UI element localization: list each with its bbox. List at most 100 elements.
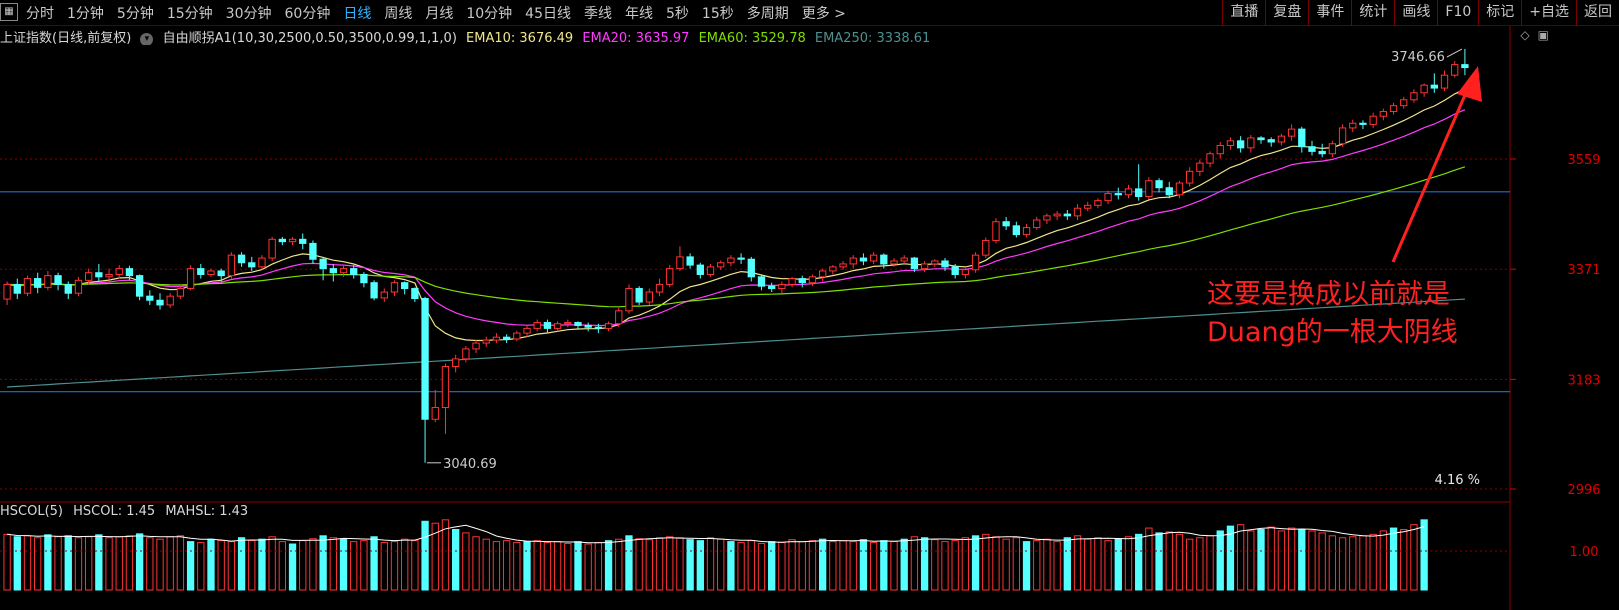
annotation-line-1: 这要是换成以前就是 bbox=[1207, 279, 1450, 310]
candle bbox=[1043, 213, 1051, 225]
candle bbox=[1247, 134, 1255, 153]
candle-body-up bbox=[553, 323, 562, 329]
candle bbox=[1257, 136, 1265, 144]
period-tab-0[interactable]: 分时 bbox=[26, 6, 54, 22]
candle-body-up bbox=[1389, 105, 1398, 113]
candle bbox=[931, 259, 939, 267]
candle-body-down bbox=[217, 270, 225, 277]
candle-body-up bbox=[1094, 200, 1102, 206]
toolbar-button-1[interactable]: 复盘 bbox=[1265, 0, 1308, 26]
candle-body-down bbox=[1257, 137, 1265, 141]
candle bbox=[462, 345, 470, 363]
period-tab-16[interactable]: 更多 > bbox=[801, 6, 846, 22]
period-tab-1[interactable]: 1分钟 bbox=[67, 6, 104, 22]
formula-label[interactable]: 自由顺拐A1(10,30,2500,0.50,3500,0.99,1,1,0) bbox=[162, 31, 457, 45]
period-tab-13[interactable]: 5秒 bbox=[665, 6, 689, 22]
candle bbox=[299, 233, 307, 250]
candle bbox=[1461, 49, 1469, 76]
candle bbox=[747, 256, 755, 282]
candle bbox=[666, 265, 674, 288]
candle bbox=[1389, 102, 1398, 115]
volume-bar bbox=[1308, 530, 1316, 591]
candle bbox=[1338, 124, 1347, 147]
indicator-legend: 上证指数(日线,前复权) ▾ 自由顺拐A1(10,30,2500,0.50,35… bbox=[0, 27, 1560, 45]
toolbar-button-5[interactable]: F10 bbox=[1437, 0, 1478, 26]
candle bbox=[197, 263, 205, 279]
sub-indicator-name[interactable]: HSCOL(5) bbox=[0, 504, 63, 519]
volume-bar bbox=[84, 536, 93, 591]
volume-bar bbox=[370, 536, 378, 591]
volume-bar bbox=[543, 542, 552, 591]
toolbar-button-7[interactable]: +自选 bbox=[1521, 0, 1576, 26]
candle bbox=[186, 265, 195, 291]
candle bbox=[360, 272, 368, 288]
period-tab-5[interactable]: 60分钟 bbox=[284, 6, 331, 22]
candle bbox=[971, 252, 980, 273]
candle bbox=[492, 333, 501, 344]
volume-bar bbox=[1114, 538, 1122, 591]
window-icon[interactable]: ▣ bbox=[1537, 28, 1549, 42]
volume-bar bbox=[778, 542, 786, 591]
period-tab-12[interactable]: 年线 bbox=[624, 6, 653, 22]
volume-bar bbox=[757, 543, 766, 591]
period-tab-3[interactable]: 15分钟 bbox=[166, 6, 213, 22]
volume-bar bbox=[1196, 537, 1204, 591]
volume-bar bbox=[451, 529, 460, 591]
candle-body-up bbox=[3, 283, 11, 300]
candle-body-up bbox=[462, 348, 470, 360]
candle bbox=[778, 281, 786, 294]
period-toolbar: ▦ 分时 1分钟 5分钟 15分钟 30分钟 60分钟 日线 周线 月线 10分钟 45日线 季线 年线… bbox=[0, 0, 1619, 26]
candle-body-up bbox=[1277, 135, 1286, 143]
candle-body-up bbox=[992, 221, 1000, 241]
candle bbox=[1196, 159, 1204, 176]
candle bbox=[13, 278, 21, 300]
dropdown-icon[interactable]: ▾ bbox=[140, 33, 154, 45]
toolbar-button-3[interactable]: 统计 bbox=[1351, 0, 1394, 26]
candle-body-up bbox=[1410, 92, 1418, 101]
candle bbox=[288, 236, 297, 246]
candle-body-up bbox=[268, 238, 276, 259]
change-percent-label: 4.16 % bbox=[1435, 473, 1480, 488]
axis-label-0: 3559 bbox=[1567, 153, 1600, 168]
period-tab-14[interactable]: 15秒 bbox=[701, 6, 734, 22]
toolbar-button-8[interactable]: 返回 bbox=[1576, 0, 1619, 26]
period-tab-6[interactable]: 日线 bbox=[343, 6, 372, 22]
volume-bar bbox=[135, 533, 144, 591]
candle-body-down bbox=[880, 254, 888, 265]
toolbar-button-2[interactable]: 事件 bbox=[1308, 0, 1351, 26]
toolbar-button-0[interactable]: 直播 bbox=[1222, 0, 1265, 26]
candle-body-up bbox=[1145, 180, 1153, 198]
candle bbox=[156, 293, 164, 310]
candle bbox=[768, 282, 776, 293]
high-price-label: 3746.66 bbox=[1391, 50, 1445, 65]
diamond-icon[interactable]: ◇ bbox=[1520, 28, 1530, 42]
period-tab-15[interactable]: 多周期 bbox=[746, 6, 789, 22]
candle bbox=[176, 286, 185, 300]
hscol-label: HSCOL: 1.45 bbox=[73, 504, 156, 519]
period-tab-10[interactable]: 45日线 bbox=[525, 6, 571, 22]
volume-bar bbox=[676, 537, 684, 591]
volume-bar bbox=[553, 541, 562, 591]
candle bbox=[1185, 167, 1194, 187]
period-tab-8[interactable]: 月线 bbox=[425, 6, 454, 22]
period-tab-2[interactable]: 5分钟 bbox=[116, 6, 154, 22]
period-tab-7[interactable]: 周线 bbox=[384, 6, 413, 22]
period-tab-11[interactable]: 季线 bbox=[583, 6, 612, 22]
index-name[interactable]: 上证指数(日线,前复权) bbox=[0, 31, 132, 45]
candle-body-up bbox=[1226, 140, 1235, 147]
candle bbox=[441, 363, 450, 434]
candle-body-down bbox=[146, 295, 154, 301]
candle-body-up bbox=[645, 291, 654, 303]
volume-bar bbox=[1175, 533, 1184, 591]
grid-menu-icon[interactable]: ▦ bbox=[0, 3, 18, 21]
toolbar-button-4[interactable]: 画线 bbox=[1394, 0, 1437, 26]
candle bbox=[390, 280, 399, 297]
period-tab-9[interactable]: 10分钟 bbox=[466, 6, 513, 22]
candle bbox=[135, 274, 144, 301]
toolbar-button-6[interactable]: 标记 bbox=[1478, 0, 1521, 26]
period-tab-4[interactable]: 30分钟 bbox=[225, 6, 272, 22]
candle bbox=[278, 236, 287, 246]
volume-bar bbox=[401, 538, 409, 591]
candle-body-up bbox=[1084, 204, 1092, 209]
